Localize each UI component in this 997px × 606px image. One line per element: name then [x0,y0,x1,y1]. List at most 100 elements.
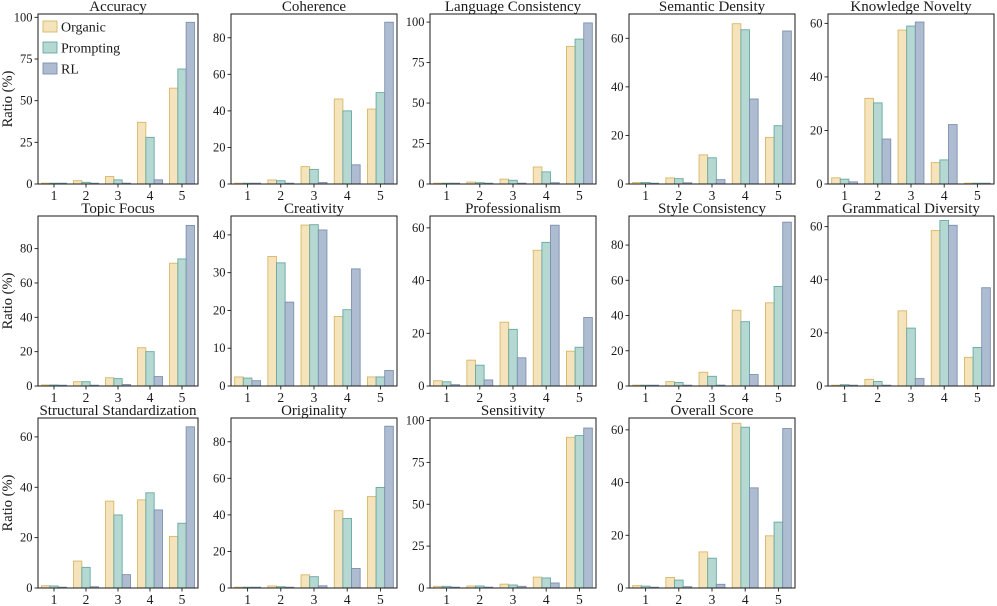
bar-rl-1 [251,380,261,387]
y-tick-label: 0 [418,379,424,393]
legend-label-prompting: Prompting [61,42,120,57]
bar-organic-2 [665,177,675,185]
x-tick-label: 5 [576,592,583,606]
bar-organic-2 [864,97,874,185]
bar-prompting-3 [309,576,319,589]
x-tick-label: 3 [709,592,716,606]
subplot-canvas-coherence: Coherence 0 20 40 60 80 1 2 3 4 5 [213,0,398,203]
y-tick-label: 0 [26,177,32,191]
bar-organic-2 [73,560,83,589]
bar-organic-2 [267,179,277,185]
subplot-canvas-structural-standardization: Structural Standardization Ratio (%) 0 20 40… [0,403,199,606]
subplot-title: Creativity [284,202,344,217]
bar-organic-4 [731,422,742,589]
x-tick-label: 5 [576,188,583,202]
subplot-title: Grammatical Diversity [842,202,980,217]
y-tick-label: 75 [412,56,425,70]
bar-prompting-5 [177,522,187,589]
x-tick-label: 5 [775,592,782,606]
bar-organic-1 [433,380,443,387]
subplot-title: Knowledge Novelty [850,0,972,15]
bar-organic-5 [765,302,775,387]
bar-rl-5 [185,21,195,185]
x-tick-label: 3 [115,188,122,202]
y-tick-label: 75 [412,455,425,469]
bar-organic-4 [731,309,742,387]
subplot-semantic-density: Semantic Density 0 20 40 60 1 2 3 4 5 [599,0,798,203]
y-tick-label: 10 [213,341,226,355]
y-tick-label: 0 [26,379,32,393]
bar-prompting-3 [508,328,518,387]
x-tick-label: 5 [377,188,384,202]
y-tick-label: 20 [412,326,425,340]
x-tick-label: 4 [543,188,550,202]
bar-organic-5 [169,535,179,589]
y-tick-label: 0 [219,581,225,595]
bar-rl-3 [914,378,925,387]
subplot-canvas-topic-focus: Topic Focus Ratio (%) 0 20 40 60 80 1 2 3 4 5 [0,201,199,405]
subplot-canvas-grammatical-diversity: Grammatical Diversity 0 20 40 60 1 2 3 4 5 [810,201,995,405]
bar-prompting-2 [674,579,684,589]
bar-prompting-2 [674,382,684,387]
y-tick-label: 40 [20,310,33,324]
bar-organic-3 [300,574,311,589]
bar-organic-5 [566,436,576,589]
subplot-canvas-accuracy: Accuracy Ratio (%) 0 25 50 75 100 1 2 3 4 5 Organic P… [0,0,199,203]
bar-organic-3 [897,29,908,185]
bar-rl-4 [749,487,759,589]
bar-prompting-3 [906,327,916,387]
bar-prompting-1 [242,377,253,387]
y-tick-label: 50 [412,497,425,511]
y-tick-label: 25 [412,539,425,553]
x-tick-label: 1 [642,390,649,404]
y-tick-label: 60 [611,423,624,437]
subplot-sensitivity: Sensitivity 0 25 50 75 100 1 2 3 4 5 [400,403,599,606]
x-tick-label: 3 [908,390,915,404]
bar-prompting-5 [177,68,187,185]
subplot-title: Structural Standardization [39,404,197,419]
bar-organic-4 [532,166,543,185]
bar-prompting-4 [145,351,155,387]
y-tick-label: 20 [20,531,33,545]
x-tick-label: 2 [874,188,881,202]
y-tick-label: 20 [810,123,823,137]
x-tick-label: 2 [675,390,682,404]
bar-rl-2 [881,138,892,185]
bar-rl-3 [715,583,726,589]
bar-prompting-2 [873,102,883,185]
x-tick-label: 1 [841,188,848,202]
bar-prompting-4 [145,136,155,185]
bar-prompting-3 [113,179,123,185]
x-tick-label: 4 [941,390,948,404]
bar-prompting-5 [375,92,386,185]
y-tick-label: 60 [810,16,823,30]
y-tick-label: 80 [611,238,624,252]
bar-rl-3 [914,21,925,185]
y-tick-label: 40 [810,70,823,84]
y-tick-label: 30 [213,266,226,280]
legend-label-organic: Organic [61,21,106,36]
bar-prompting-2 [873,381,883,387]
y-axis-label: Ratio (%) [2,272,16,329]
y-tick-label: 100 [14,10,33,24]
bar-organic-4 [731,23,742,185]
y-tick-label: 40 [611,80,624,94]
bar-rl-5 [583,427,593,589]
x-tick-label: 3 [709,188,716,202]
y-tick-label: 60 [810,220,823,234]
x-tick-label: 5 [974,188,981,202]
x-tick-label: 5 [775,188,782,202]
bar-organic-4 [532,576,543,589]
bar-organic-1 [234,376,244,387]
subplot-canvas-creativity: Creativity 0 10 20 30 40 1 2 3 4 5 [213,201,398,405]
x-tick-label: 1 [51,390,58,404]
bar-rl-5 [782,221,792,387]
bar-rl-5 [384,21,394,185]
bar-organic-4 [930,230,941,387]
bar-prompting-5 [574,435,585,589]
bar-organic-3 [300,224,311,387]
y-tick-label: 25 [412,137,425,151]
x-tick-label: 3 [709,390,716,404]
y-tick-label: 75 [20,52,33,66]
x-tick-label: 1 [443,592,450,606]
